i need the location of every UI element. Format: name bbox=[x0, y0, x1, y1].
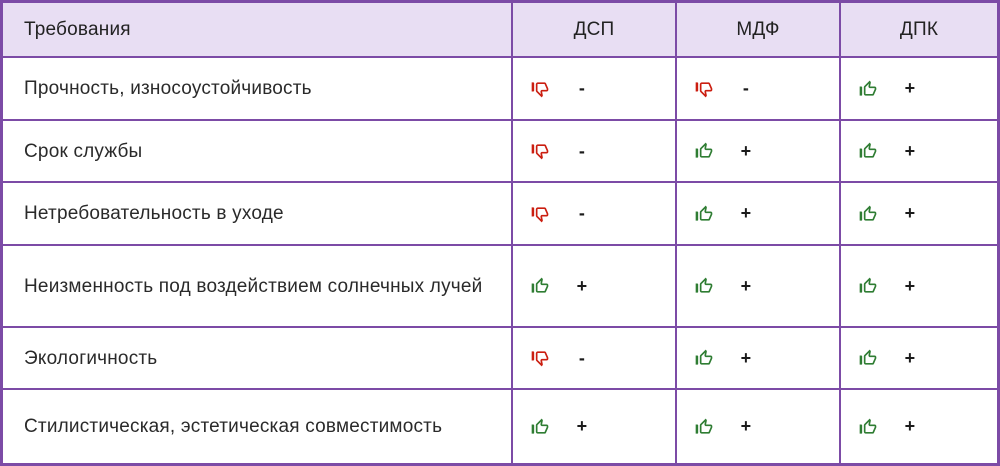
verdict-sign: + bbox=[576, 275, 588, 296]
thumb-down-icon bbox=[530, 348, 550, 368]
verdict-sign: + bbox=[904, 347, 916, 368]
verdict-sign: + bbox=[904, 78, 916, 98]
thumb-up-icon bbox=[530, 417, 550, 437]
thumb-up-icon bbox=[858, 276, 878, 296]
verdict-sign: + bbox=[904, 275, 916, 296]
verdict-cell: - bbox=[513, 121, 675, 181]
verdict-sign: + bbox=[740, 140, 752, 161]
thumb-up-icon bbox=[858, 79, 878, 99]
verdict-sign: - bbox=[742, 78, 750, 98]
header-cell-dpk: ДПК bbox=[841, 3, 997, 56]
header-cell-dsp: ДСП bbox=[513, 3, 675, 56]
verdict-cell: + bbox=[841, 390, 997, 463]
thumb-up-icon bbox=[694, 417, 714, 437]
verdict-cell: - bbox=[513, 58, 675, 119]
thumb-up-icon bbox=[694, 276, 714, 296]
thumb-down-icon bbox=[530, 79, 550, 99]
verdict-sign: + bbox=[904, 416, 916, 436]
row-label: Нетребовательность в уходе bbox=[3, 183, 511, 244]
verdict-sign: + bbox=[740, 275, 752, 296]
verdict-cell: + bbox=[841, 121, 997, 181]
verdict-cell: - bbox=[513, 328, 675, 388]
verdict-sign: - bbox=[578, 347, 586, 368]
thumb-up-icon bbox=[694, 141, 714, 161]
thumb-up-icon bbox=[858, 348, 878, 368]
verdict-sign: + bbox=[904, 203, 916, 223]
verdict-cell: + bbox=[841, 58, 997, 119]
verdict-sign: + bbox=[576, 416, 588, 436]
thumb-down-icon bbox=[530, 204, 550, 224]
column-header-label: ДПК bbox=[899, 19, 939, 40]
verdict-cell: + bbox=[677, 121, 839, 181]
column-header-label: МДФ bbox=[736, 19, 780, 40]
verdict-sign: + bbox=[740, 347, 752, 368]
verdict-cell: + bbox=[677, 328, 839, 388]
verdict-cell: - bbox=[677, 58, 839, 119]
thumb-up-icon bbox=[694, 204, 714, 224]
thumb-up-icon bbox=[858, 204, 878, 224]
column-header-label: Требования bbox=[24, 19, 131, 40]
verdict-sign: - bbox=[578, 140, 586, 161]
verdict-sign: - bbox=[578, 78, 586, 98]
header-cell-mdf: МДФ bbox=[677, 3, 839, 56]
verdict-sign: + bbox=[740, 416, 752, 436]
thumb-down-icon bbox=[694, 79, 714, 99]
verdict-cell: + bbox=[677, 390, 839, 463]
verdict-sign: - bbox=[578, 203, 586, 223]
verdict-cell: + bbox=[841, 328, 997, 388]
verdict-sign: + bbox=[740, 203, 752, 223]
row-label: Срок службы bbox=[3, 121, 511, 181]
verdict-cell: + bbox=[677, 183, 839, 244]
verdict-cell: + bbox=[513, 390, 675, 463]
header-cell-requirements: Требования bbox=[3, 3, 511, 56]
thumb-up-icon bbox=[694, 348, 714, 368]
row-label: Стилистическая, эстетическая совместимос… bbox=[3, 390, 511, 463]
verdict-cell: + bbox=[841, 183, 997, 244]
row-label: Неизменность под воздействием солнечных … bbox=[3, 246, 511, 326]
thumb-up-icon bbox=[858, 141, 878, 161]
thumb-down-icon bbox=[530, 141, 550, 161]
verdict-cell: - bbox=[513, 183, 675, 244]
row-label: Экологичность bbox=[3, 328, 511, 388]
thumb-up-icon bbox=[858, 417, 878, 437]
column-header-label: ДСП bbox=[573, 19, 615, 40]
verdict-cell: + bbox=[677, 246, 839, 326]
verdict-cell: + bbox=[513, 246, 675, 326]
verdict-cell: + bbox=[841, 246, 997, 326]
row-label: Прочность, износоустойчивость bbox=[3, 58, 511, 119]
verdict-sign: + bbox=[904, 140, 916, 161]
thumb-up-icon bbox=[530, 276, 550, 296]
